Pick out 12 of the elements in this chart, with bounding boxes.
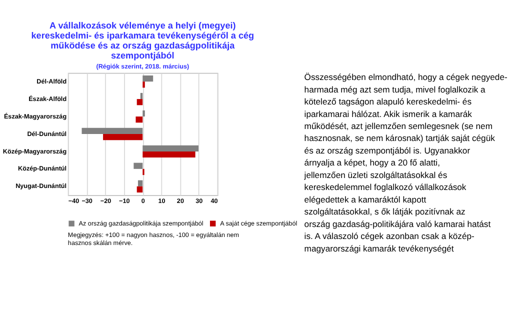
bar — [134, 162, 143, 169]
bar — [136, 186, 143, 192]
bar — [103, 134, 143, 140]
bar — [82, 128, 143, 134]
chart-title: A vállalkozások véleménye a helyi (megyei) kereskedelmi- és iparkamara tevékenységéről a cég működése és az ország gazdaságpolitikája szempontjából — [31, 20, 254, 60]
bar — [142, 75, 154, 82]
bar — [142, 151, 196, 158]
bar — [138, 180, 143, 186]
bar — [142, 145, 198, 152]
bar — [136, 116, 143, 123]
text: Összességében elmondható, hogy a cégek negyede-harmada még azt sem tudja, mivel foglalkozik a kötelező tagságon alapuló kereskedelmi- és iparkamarai hálózat. Akik ismerik a kamarák működését, azt jellemzően semlegesnek (se nem hasznosnak, se nem károsnak) tartják saját cégük és az ország szempontjából is. Ugyanakkor árnyalja a képet, hogy a 20 fő alatti, jellemzően üzleti szolgáltatásokkal és kereskedelemmel foglalkozó vállalkozások elégedettek a kamaráktól kapott szolgáltatásokkal, s ők látják pozitívnak az ország gazdaság-politikájára való kamarai hatást is. A válaszoló cégek azonban csak a közép- magyarországi kamarák tevékenységét — [304, 72, 508, 254]
bar — [136, 99, 143, 106]
